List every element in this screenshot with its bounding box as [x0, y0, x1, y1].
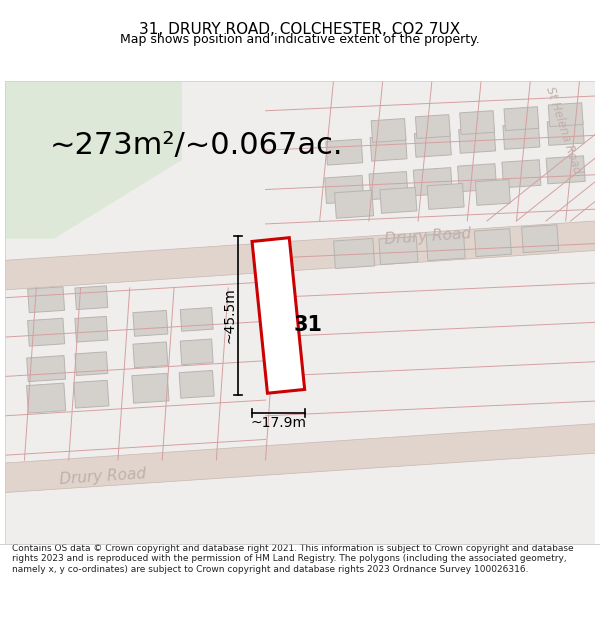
Polygon shape	[133, 311, 168, 336]
Polygon shape	[415, 114, 450, 138]
Text: Drury Road: Drury Road	[384, 226, 472, 247]
Polygon shape	[413, 168, 452, 196]
Polygon shape	[475, 229, 511, 257]
Polygon shape	[26, 356, 65, 382]
Polygon shape	[75, 352, 108, 376]
Polygon shape	[370, 135, 407, 161]
Polygon shape	[546, 156, 585, 184]
Polygon shape	[133, 342, 168, 367]
Polygon shape	[503, 123, 540, 149]
Polygon shape	[475, 179, 511, 206]
Polygon shape	[427, 183, 464, 209]
Text: ~45.5m: ~45.5m	[222, 288, 236, 343]
Polygon shape	[132, 373, 169, 403]
Text: ~17.9m: ~17.9m	[250, 416, 307, 430]
Polygon shape	[75, 286, 108, 309]
Polygon shape	[380, 188, 417, 213]
Polygon shape	[252, 238, 305, 393]
Polygon shape	[548, 102, 583, 127]
Text: Contains OS data © Crown copyright and database right 2021. This information is : Contains OS data © Crown copyright and d…	[12, 544, 574, 574]
Polygon shape	[5, 221, 595, 290]
Polygon shape	[335, 190, 374, 218]
Text: St Helena Road: St Helena Road	[544, 85, 584, 176]
Polygon shape	[5, 81, 182, 239]
Polygon shape	[326, 139, 363, 165]
Polygon shape	[415, 131, 451, 157]
Polygon shape	[180, 339, 213, 365]
Polygon shape	[75, 316, 108, 342]
Polygon shape	[547, 119, 584, 146]
Polygon shape	[180, 308, 213, 331]
Polygon shape	[179, 371, 214, 398]
Polygon shape	[460, 111, 494, 134]
Polygon shape	[521, 225, 559, 253]
Text: ~273m²/~0.067ac.: ~273m²/~0.067ac.	[50, 131, 343, 160]
Polygon shape	[458, 127, 496, 153]
Polygon shape	[325, 176, 364, 204]
Polygon shape	[334, 238, 374, 269]
Text: 31: 31	[293, 315, 322, 335]
Text: Map shows position and indicative extent of the property.: Map shows position and indicative extent…	[120, 32, 480, 46]
Polygon shape	[458, 164, 497, 192]
Text: 31, DRURY ROAD, COLCHESTER, CO2 7UX: 31, DRURY ROAD, COLCHESTER, CO2 7UX	[139, 22, 461, 37]
Polygon shape	[26, 383, 65, 413]
Polygon shape	[371, 119, 406, 142]
Polygon shape	[502, 160, 541, 188]
Polygon shape	[74, 380, 109, 408]
Polygon shape	[28, 287, 65, 312]
Polygon shape	[5, 424, 595, 493]
Polygon shape	[379, 236, 418, 264]
Polygon shape	[426, 232, 465, 261]
Polygon shape	[504, 107, 539, 131]
Text: Drury Road: Drury Road	[59, 466, 147, 488]
Polygon shape	[369, 171, 408, 199]
Polygon shape	[28, 318, 65, 346]
